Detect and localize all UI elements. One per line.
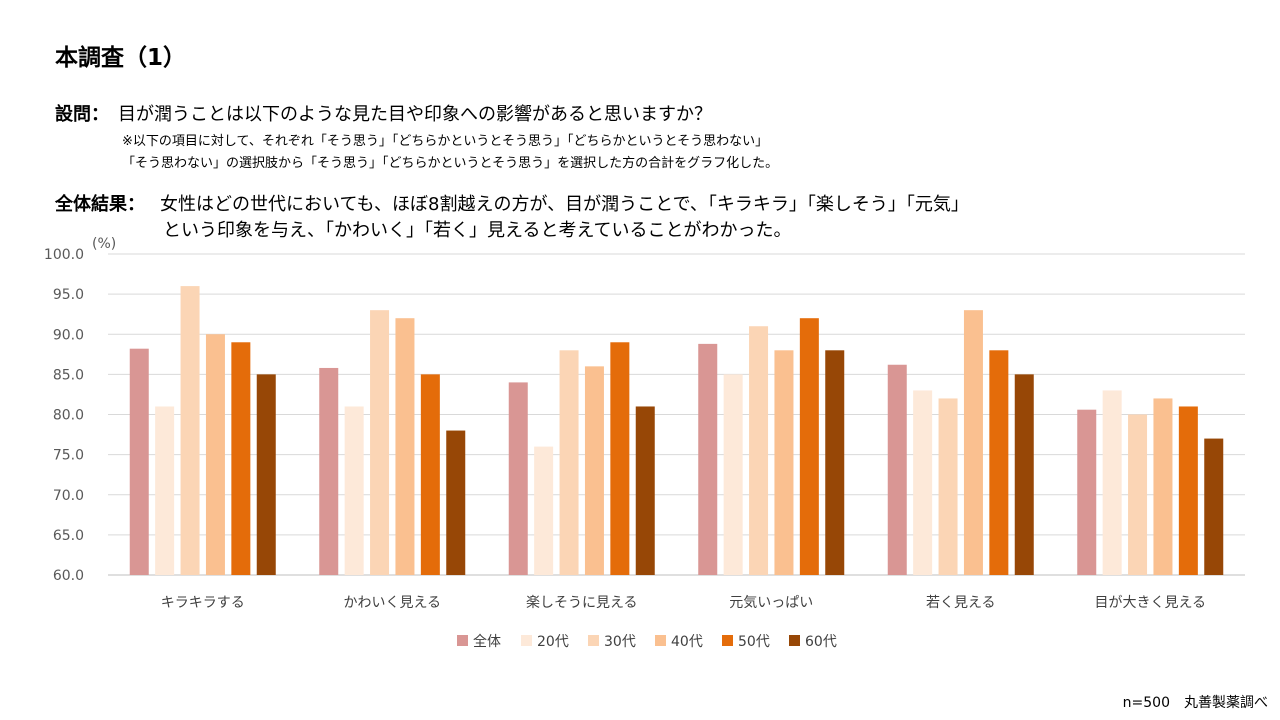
bar (1102, 390, 1122, 575)
legend-label: 40代 (671, 634, 703, 650)
bar (559, 350, 579, 575)
bar (635, 406, 655, 575)
result-line-1: 女性はどの世代においても、ほぼ8割越えの方が、目が潤うことで、「キラキラ」「楽し… (160, 194, 969, 215)
result-line-2: という印象を与え、「かわいく」「若く」見えると考えていることがわかった。 (163, 220, 792, 241)
bar (938, 398, 958, 575)
category-label: キラキラする (161, 595, 245, 611)
category-label: 目が大きく見える (1094, 595, 1206, 611)
y-tick-label: 80.0 (53, 408, 84, 424)
legend-label: 50代 (738, 634, 770, 650)
bar (231, 342, 251, 575)
category-label: 元気いっぱい (729, 595, 813, 611)
bar (1153, 398, 1173, 575)
bar (963, 310, 983, 575)
bar (799, 318, 819, 575)
category-label: 楽しそうに見える (526, 595, 638, 611)
bar (1014, 374, 1034, 575)
legend-label: 60代 (805, 634, 837, 650)
legend-swatch (655, 635, 666, 646)
legend-label: 20代 (537, 634, 569, 650)
bar (370, 310, 390, 575)
bar (256, 374, 276, 575)
legend-swatch (789, 635, 800, 646)
bar (698, 343, 718, 575)
result-label: 全体結果： (55, 194, 145, 215)
note-line-1: ※以下の項目に対して、それぞれ「そう思う」「どちらかというとそう思う」「どちらか… (122, 134, 769, 149)
bar (1077, 409, 1097, 575)
bar (534, 446, 554, 575)
legend-swatch (588, 635, 599, 646)
bar (1128, 414, 1148, 575)
y-tick-label: 70.0 (53, 488, 84, 504)
bar (723, 374, 743, 575)
question-label: 設問： (55, 104, 109, 125)
bar (1178, 406, 1198, 575)
bar (205, 334, 225, 575)
y-tick-label: 75.0 (53, 448, 84, 464)
bar (155, 406, 175, 575)
bar (887, 364, 907, 575)
category-label: かわいく見える (343, 595, 441, 611)
bar (446, 430, 466, 575)
bar (913, 390, 933, 575)
bar (319, 367, 339, 575)
legend-swatch (722, 635, 733, 646)
category-label: 若く見える (926, 595, 996, 611)
y-unit-label: (%) (92, 236, 116, 252)
bar (508, 382, 528, 575)
y-tick-label: 100.0 (44, 247, 84, 263)
y-tick-label: 60.0 (53, 568, 84, 584)
y-tick-label: 65.0 (53, 528, 84, 544)
bar (610, 342, 630, 575)
bar (584, 366, 604, 575)
bar (1204, 438, 1224, 575)
bar (774, 350, 794, 575)
y-tick-label: 85.0 (53, 367, 84, 383)
note-line-2: 「そう思わない」の選択肢から「そう思う」「どちらかというとそう思う」を選択した方… (122, 156, 779, 171)
bar (180, 286, 200, 575)
bar (825, 350, 845, 575)
legend-swatch (521, 635, 532, 646)
y-tick-label: 95.0 (53, 287, 84, 303)
legend-label: 全体 (473, 633, 501, 650)
bar (344, 406, 364, 575)
bar (749, 326, 769, 575)
legend-swatch (457, 635, 468, 646)
bar (989, 350, 1009, 575)
legend-label: 30代 (604, 634, 636, 650)
y-tick-label: 90.0 (53, 327, 84, 343)
bar (395, 318, 415, 575)
bar (420, 374, 440, 575)
question-text: 目が潤うことは以下のような見た目や印象への影響があると思いますか？ (118, 104, 712, 125)
page-title: 本調査（1） (55, 45, 187, 71)
bar (129, 348, 149, 575)
source-note: n=500 丸善製薬調べ (1122, 695, 1268, 711)
